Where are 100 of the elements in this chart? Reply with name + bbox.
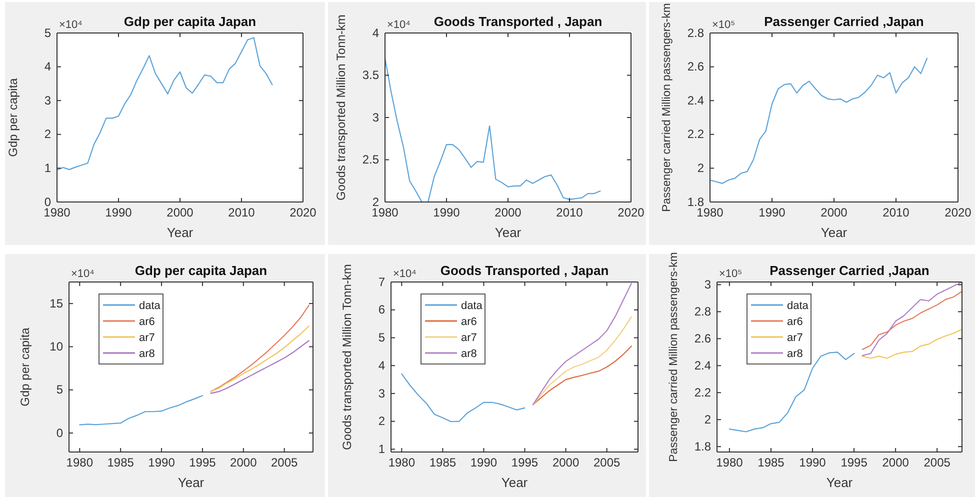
line-series xyxy=(210,304,310,392)
x-tick-label: 2000 xyxy=(882,456,910,470)
y-tick-label: 2 xyxy=(697,161,704,176)
x-tick-label: 2000 xyxy=(230,456,258,470)
text: ×10⁵ xyxy=(712,19,736,31)
y-tick-label: 1.8 xyxy=(694,439,712,454)
y-axis-title: Goods transported Million Tonn-km xyxy=(334,14,348,200)
x-tick-label: 2010 xyxy=(556,206,584,220)
y-tick-label: 6 xyxy=(378,302,386,317)
y-tick-label: 2 xyxy=(704,412,712,426)
x-tick-label: 1985 xyxy=(107,456,134,470)
y-tick-label: 2.5 xyxy=(362,152,380,167)
x-tick-label: 1980 xyxy=(66,456,94,470)
legend-label: ar8 xyxy=(139,348,155,360)
x-axis-title: Year xyxy=(826,475,854,490)
x-tick-label: 1990 xyxy=(433,206,460,220)
legend-label: ar8 xyxy=(787,348,803,360)
y-tick-label: 5 xyxy=(56,382,64,397)
x-tick-label: 2000 xyxy=(166,206,194,220)
legend-label: ar6 xyxy=(139,316,155,328)
x-tick-label: 1985 xyxy=(758,456,785,470)
legend-label: data xyxy=(461,300,484,312)
x-tick-label: 1980 xyxy=(388,456,416,470)
x-axis-title: Year xyxy=(820,225,848,240)
x-tick-label: 2020 xyxy=(290,206,317,220)
legend-label: ar6 xyxy=(787,316,803,328)
y-tick-label: 1 xyxy=(44,161,52,176)
x-tick-label: 1995 xyxy=(189,456,216,470)
line-series xyxy=(79,395,204,426)
legend-label: data xyxy=(139,300,162,312)
x-tick-label: 2010 xyxy=(228,206,256,220)
line-series xyxy=(532,316,632,406)
line-series xyxy=(385,58,601,203)
x-axis-title: Year xyxy=(166,225,194,240)
y-tick-label: 2.4 xyxy=(694,358,712,372)
line-series xyxy=(210,325,310,392)
y-tick-label: 3 xyxy=(704,278,712,292)
legend-label: ar8 xyxy=(461,348,477,360)
legend-label: ar7 xyxy=(461,332,477,344)
x-tick-label: 2010 xyxy=(882,206,910,220)
x-axis-title: Year xyxy=(494,225,522,240)
x-tick-label: 2005 xyxy=(270,456,298,470)
chart-title: Passenger Carried ,Japan xyxy=(764,14,924,29)
text: ×10⁵ xyxy=(719,268,742,280)
y-axis-title: Passenger carried Million passengers-km xyxy=(668,252,680,462)
x-tick-label: 1990 xyxy=(470,456,498,470)
line-series xyxy=(532,346,632,406)
text: ×10⁴ xyxy=(393,268,417,280)
chart-title: Gdp per capita Japan xyxy=(134,263,268,278)
line-series xyxy=(401,373,526,422)
y-axis-title: Goods transported Million Tonn-km xyxy=(340,264,354,450)
x-tick-label: 2005 xyxy=(924,456,951,470)
y-tick-label: 4 xyxy=(372,26,380,40)
x-tick-label: 1990 xyxy=(148,456,176,470)
legend-label: ar7 xyxy=(787,332,803,344)
y-tick-label: 10 xyxy=(50,340,64,354)
y-tick-label: 5 xyxy=(44,26,52,40)
line-series xyxy=(210,340,310,394)
line-series xyxy=(710,58,928,184)
x-tick-label: 1990 xyxy=(799,456,826,470)
y-tick-label: 2.2 xyxy=(687,127,704,142)
y-tick-label: 2.8 xyxy=(687,26,704,40)
x-tick-label: 1990 xyxy=(758,206,786,220)
y-tick-label: 0 xyxy=(56,426,64,440)
y-tick-label: 4 xyxy=(378,358,386,372)
y-tick-label: 7 xyxy=(378,274,386,289)
x-tick-label: 1995 xyxy=(511,456,538,470)
x-tick-label: 1990 xyxy=(105,206,132,220)
y-tick-label: 2.2 xyxy=(694,385,712,400)
y-tick-label: 3 xyxy=(378,386,386,400)
text: ×10⁴ xyxy=(59,19,83,31)
y-tick-label: 3 xyxy=(372,110,380,124)
y-tick-label: 15 xyxy=(50,296,64,310)
line-series xyxy=(532,282,632,406)
line-series xyxy=(57,37,273,170)
y-tick-label: 2.8 xyxy=(694,304,712,319)
x-axis-title: Year xyxy=(178,475,205,490)
y-tick-label: 2.4 xyxy=(687,93,704,108)
y-tick-label: 2.6 xyxy=(687,60,704,74)
x-tick-label: 1995 xyxy=(840,456,868,470)
chart-title: Gdp per capita Japan xyxy=(124,14,256,29)
y-axis-title: Gdp per capita xyxy=(6,78,20,157)
x-tick-label: 2000 xyxy=(552,456,580,470)
chart-title: Goods Transported , Japan xyxy=(434,14,602,29)
chart-title: Passenger Carried ,Japan xyxy=(770,263,930,278)
legend-label: ar7 xyxy=(139,332,155,344)
text: ×10⁴ xyxy=(71,268,95,280)
legend-label: ar6 xyxy=(461,316,477,328)
y-tick-label: 2 xyxy=(378,414,386,428)
y-tick-label: 4 xyxy=(44,60,52,74)
y-tick-label: 3 xyxy=(44,93,52,108)
x-tick-label: 2000 xyxy=(494,206,522,220)
x-tick-label: 2020 xyxy=(618,206,645,220)
text: ×10⁴ xyxy=(387,19,411,31)
y-tick-label: 1 xyxy=(378,442,386,456)
legend-label: data xyxy=(787,300,810,312)
x-tick-label: 2000 xyxy=(820,206,848,220)
x-tick-label: 2005 xyxy=(593,456,620,470)
y-tick-label: 5 xyxy=(378,330,386,345)
chart-title: Goods Transported , Japan xyxy=(440,263,609,278)
